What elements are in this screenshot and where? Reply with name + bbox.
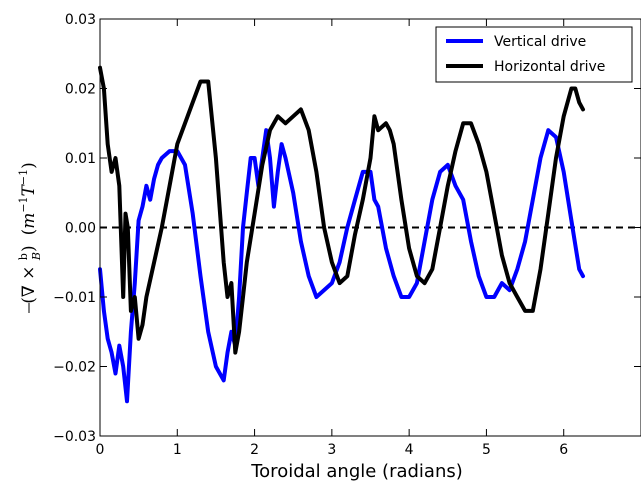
y-tick-label: 0.01 xyxy=(65,151,96,167)
y-tick-label: 0.02 xyxy=(65,82,96,98)
ylabel-close: ) xyxy=(19,245,39,252)
legend-label-vertical-drive: Vertical drive xyxy=(494,34,586,50)
x-tick-label: 5 xyxy=(482,442,491,458)
legend-label-horizontal-drive: Horizontal drive xyxy=(494,59,605,75)
svg-text:(∇ × bB)(m−1T−1): (∇ × bB)(m−1T−1) xyxy=(17,162,43,304)
ylabel-times: × xyxy=(19,260,39,285)
legend: Vertical drive Horizontal drive xyxy=(435,26,633,83)
ylabel-frac-num: b xyxy=(17,253,30,260)
y-tick-label: −0.01 xyxy=(53,290,96,306)
ylabel-T: T xyxy=(19,183,39,196)
ylabel-unit-close: ) xyxy=(19,162,39,169)
ylabel-open: ( xyxy=(19,297,39,304)
y-axis-label: (∇ × bB)(m−1T−1) xyxy=(17,162,43,304)
y-tick-label: −0.03 xyxy=(53,429,96,445)
ylabel-unit-open: ( xyxy=(19,229,39,236)
x-axis-label: Toroidal angle (radians) xyxy=(250,461,463,482)
x-tick-label: 6 xyxy=(559,442,568,458)
legend-box xyxy=(435,26,633,83)
y-tick-label: 0.03 xyxy=(65,12,96,28)
series-line-vertical-drive xyxy=(98,128,585,404)
ylabel-frac-den: B xyxy=(30,252,43,261)
y-tick-label: −0.02 xyxy=(53,360,96,376)
x-tick-label: 3 xyxy=(327,442,336,458)
ylabel-m: m xyxy=(19,213,39,229)
x-tick-label: 1 xyxy=(173,442,182,458)
ylabel-nabla: ∇ xyxy=(19,285,39,297)
x-tick-label: 2 xyxy=(250,442,259,458)
ylabel-T-exp: −1 xyxy=(17,169,30,185)
data-layer xyxy=(98,65,641,404)
ylabel-m-exp: −1 xyxy=(17,196,30,212)
y-tick-label: 0.00 xyxy=(65,221,96,237)
axes-layer: 0 1 2 3 4 5 6 −0.03 −0.02 −0.01 0.00 0.01 0.02 0.03 xyxy=(53,12,641,458)
series-line-horizontal-drive xyxy=(98,65,585,355)
x-tick-label: 0 xyxy=(96,442,105,458)
x-tick-label: 4 xyxy=(405,442,414,458)
